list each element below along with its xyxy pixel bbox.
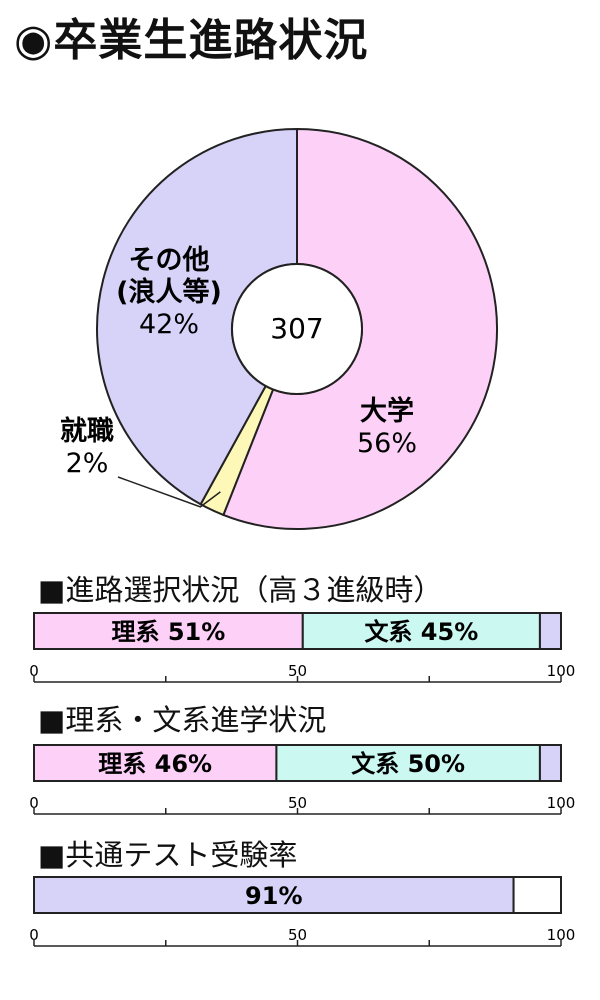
bar-segment-label: 理系 51%: [111, 618, 225, 646]
x-tick-label: 100: [547, 662, 576, 680]
leader-line: [117, 476, 221, 508]
slice-value-label: 2%: [66, 448, 109, 479]
slice-label: 大学: [360, 395, 414, 427]
section-title-course-selection: ■進路選択状況（高３進級時）: [38, 573, 443, 607]
bar-segment: [538, 612, 562, 650]
x-tick-label: 0: [29, 662, 39, 680]
x-tick-label: 50: [288, 926, 307, 944]
bar-segment-label: 91%: [245, 882, 302, 910]
x-tick-label: 100: [547, 794, 576, 812]
x-tick-label: 50: [288, 794, 307, 812]
bar-chart-course-selection: 理系 51% 文系 45% 0 50 100: [29, 612, 576, 683]
slice-label: (浪人等): [116, 276, 222, 308]
bar-segment-label: 理系 46%: [98, 750, 212, 778]
bar-segment: [33, 612, 304, 650]
section-title-science-humanities: ■理系・文系進学状況: [38, 703, 327, 737]
bar-chart-common-test: 91% 0 50 100: [29, 876, 576, 947]
bar-segment: [301, 612, 541, 650]
bar-segment: [275, 744, 541, 782]
bar-segment-label: 文系 45%: [364, 618, 478, 646]
bar-segment: [512, 876, 563, 914]
bar-segment: [538, 744, 562, 782]
slice-value-label: 56%: [357, 428, 417, 459]
x-tick-label: 100: [547, 926, 576, 944]
section-title-common-test: ■共通テスト受験率: [38, 838, 298, 872]
bar-segment: [33, 876, 515, 914]
bar-segment-label: 文系 50%: [351, 750, 465, 778]
slice-value-label: 42%: [139, 309, 199, 340]
x-tick-label: 0: [29, 926, 39, 944]
slice-label: その他: [129, 245, 210, 276]
donut-hole: [231, 263, 363, 395]
x-tick-label: 50: [288, 662, 307, 680]
bar-chart-science-humanities: 理系 46% 文系 50% 0 50 100: [29, 744, 576, 815]
center-label: 307: [270, 312, 323, 345]
slice-label: 就職: [60, 416, 114, 447]
page-title: ◉卒業生進路状況: [14, 15, 369, 66]
x-tick-label: 0: [29, 794, 39, 812]
